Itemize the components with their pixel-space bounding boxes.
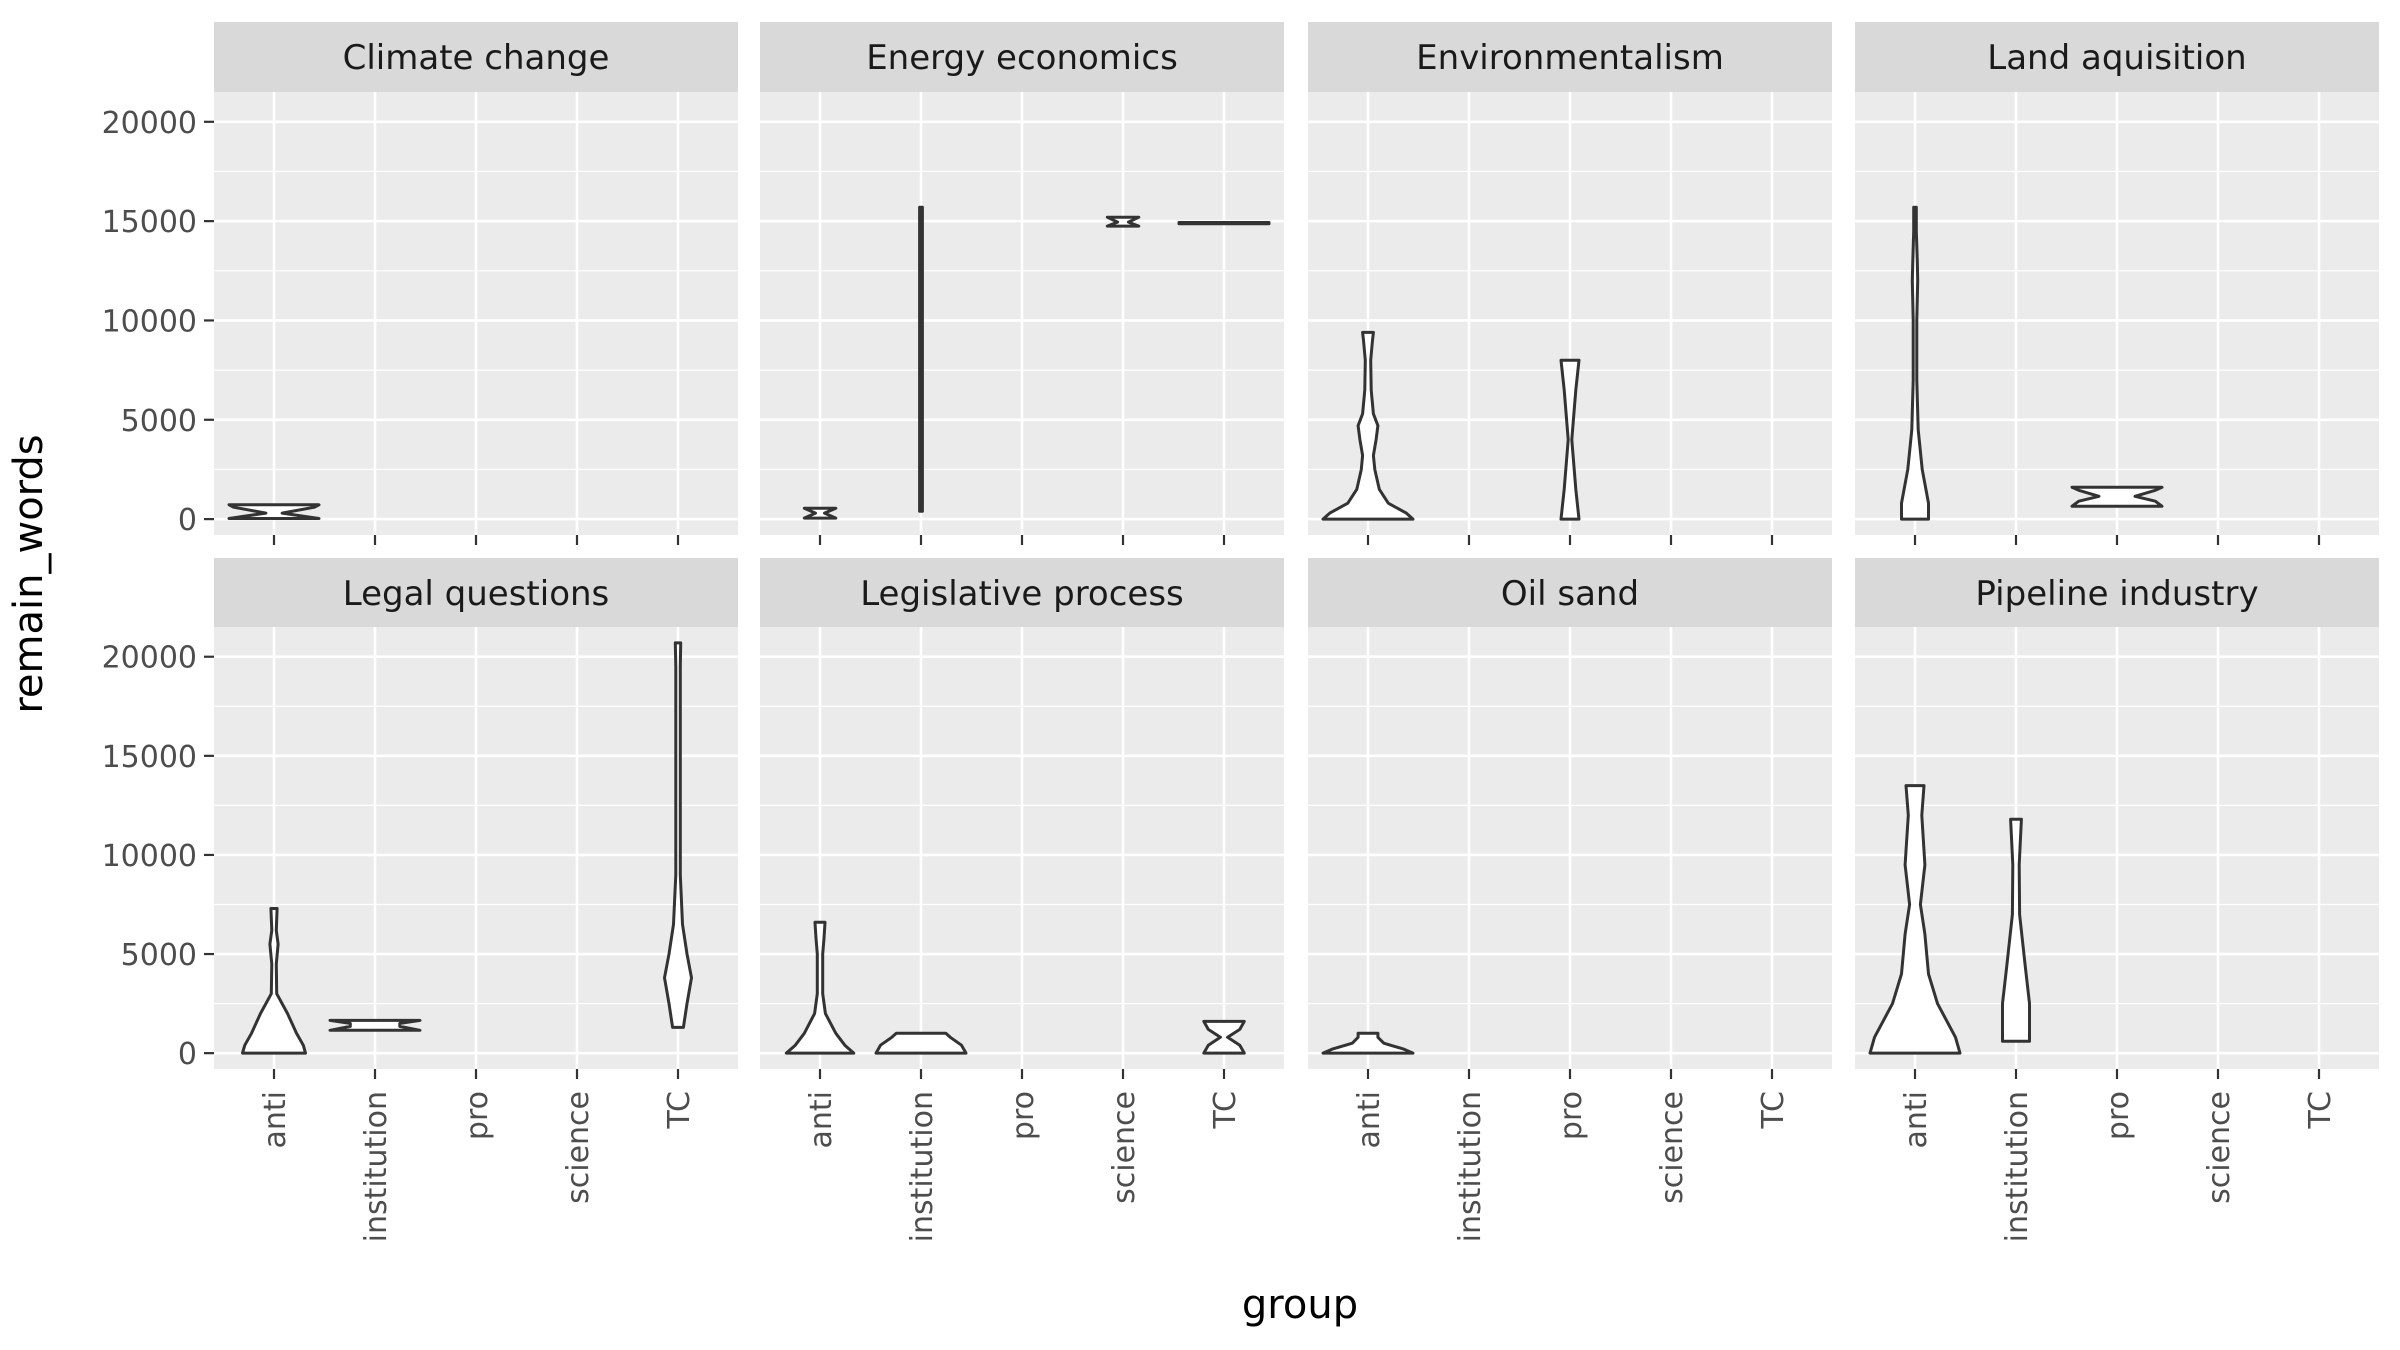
- violin-anti: [241, 907, 307, 1055]
- x-tick-label: institution: [905, 1091, 940, 1242]
- facet-strip: [760, 22, 1284, 92]
- violin-institution: [328, 1018, 422, 1032]
- x-tick-label: TC: [2303, 1091, 2338, 1130]
- x-tick-label: science: [2202, 1091, 2237, 1204]
- violin-anti: [784, 920, 856, 1055]
- facet-legislative-process: Legislative process anti institution pro sci…: [760, 558, 1284, 1242]
- x-tick-label: pro: [460, 1091, 495, 1140]
- facet-oil-sand: Oil sand anti institution pro science TC: [1308, 558, 1832, 1242]
- x-tick-label: science: [561, 1091, 596, 1204]
- x-tick-label: pro: [2101, 1091, 2136, 1140]
- y-tick-label: 5000: [121, 404, 197, 439]
- facet-title: Oil sand: [1501, 574, 1639, 614]
- y-tick-label: 0: [178, 1037, 197, 1072]
- facet-strip: [214, 22, 738, 92]
- y-tick-label: 20000: [102, 641, 197, 676]
- x-tick-label: anti: [1352, 1091, 1387, 1149]
- x-tick-label: institution: [2000, 1091, 2035, 1242]
- x-tick-label: science: [1107, 1091, 1142, 1204]
- x-tick-label: anti: [258, 1091, 293, 1149]
- x-tick-label: pro: [1006, 1091, 1041, 1140]
- violin-tc: [1202, 1019, 1246, 1055]
- facet-environmentalism: Environmentalism: [1308, 22, 1832, 545]
- facet-title: Environmentalism: [1416, 38, 1724, 78]
- facet-title: Land aquisition: [1987, 38, 2246, 78]
- y-tick-label: 10000: [102, 839, 197, 874]
- facet-title: Legal questions: [343, 574, 610, 614]
- x-tick-label: anti: [1899, 1091, 1934, 1149]
- x-tick-label: pro: [1554, 1091, 1589, 1140]
- y-tick-label: 15000: [102, 205, 197, 240]
- violin-anti: [1900, 205, 1930, 521]
- facet-legal-questions: Legal questions 0 5000 10000 15000 20000 anti i…: [102, 558, 738, 1242]
- violin-anti: [1868, 784, 1962, 1055]
- facet-title: Legislative process: [860, 574, 1184, 614]
- violin-institution: [918, 205, 924, 513]
- facet-strip: [1855, 22, 2379, 92]
- facet-strip: [1855, 558, 2379, 628]
- violin-tc: [663, 641, 693, 1029]
- x-tick-label: science: [1655, 1091, 1690, 1204]
- facet-climate-change: Climate change 0 5000 10000 15000 20000: [102, 22, 738, 545]
- x-tick-label: TC: [662, 1091, 697, 1130]
- facet-strip: [1308, 22, 1832, 92]
- facet-title: Climate change: [343, 38, 610, 78]
- x-tick-label: anti: [804, 1091, 839, 1149]
- facet-strip: [1308, 558, 1832, 628]
- facet-strip: [214, 558, 738, 628]
- violin-institution: [2001, 817, 2031, 1043]
- violin-anti: [227, 503, 321, 520]
- y-tick-label: 0: [178, 503, 197, 538]
- x-axis-title: group: [1242, 1282, 1358, 1328]
- violin-institution: [874, 1031, 968, 1055]
- x-tick-label: institution: [359, 1091, 394, 1242]
- x-tick-label: institution: [1453, 1091, 1488, 1242]
- y-tick-label: 20000: [102, 106, 197, 141]
- violin-anti: [802, 506, 838, 520]
- violin-pro: [1559, 358, 1581, 521]
- facet-strip: [760, 558, 1284, 628]
- y-axis-title: remain_words: [6, 434, 52, 713]
- violin-pro: [2070, 485, 2164, 508]
- violin-science: [1105, 215, 1141, 228]
- facet-title: Pipeline industry: [1975, 574, 2258, 614]
- violin-anti: [1321, 1031, 1415, 1055]
- y-tick-label: 15000: [102, 740, 197, 775]
- violin-tc: [1177, 221, 1271, 226]
- facet-land-aquisition: Land aquisition: [1855, 22, 2379, 545]
- facet-energy-economics: Energy economics: [760, 22, 1284, 545]
- x-tick-label: TC: [1208, 1091, 1243, 1130]
- facet-pipeline-industry: Pipeline industry anti institution pro scien…: [1855, 558, 2379, 1242]
- x-tick-label: TC: [1756, 1091, 1791, 1130]
- violin-anti: [1321, 330, 1415, 521]
- y-tick-label: 5000: [121, 938, 197, 973]
- facet-title: Energy economics: [866, 38, 1178, 78]
- y-tick-label: 10000: [102, 304, 197, 339]
